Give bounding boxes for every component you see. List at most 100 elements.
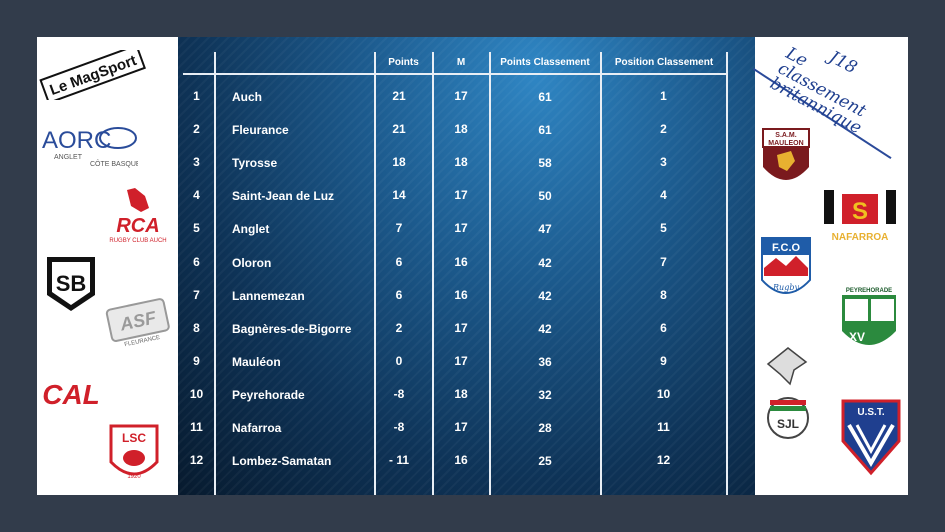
svg-text:S.A.M.: S.A.M. [775,132,796,139]
team-name-cell: Lombez-Samatan [232,454,332,468]
sjl-logo: SJL [760,344,816,442]
position-classement-cell: 9 [660,354,667,368]
column-divider [489,52,491,495]
table-row: 9 Mauléon 0 17 36 9 [178,353,755,369]
table-row: 5 Anglet 7 17 47 5 [178,220,755,236]
header-position-classement: Position Classement [614,57,714,68]
team-name-cell: Tyrosse [232,156,278,170]
table-row: 7 Lannemezan 6 16 42 8 [178,287,755,303]
table-row: 1 Auch 21 17 61 1 [178,88,755,104]
ust-logo: U.S.T. [841,397,901,477]
position-classement-cell: 11 [657,420,670,434]
rank-cell: 6 [193,255,200,269]
rank-cell: 5 [193,221,200,235]
header-underline [183,73,728,75]
svg-text:RCA: RCA [116,215,159,237]
aorc-logo: AORC ANGLET CÔTE BASQUE [40,124,141,170]
svg-text:RUGBY CLUB AUCH: RUGBY CLUB AUCH [109,238,166,244]
points-classement-cell: 50 [538,189,552,203]
asf-logo: ASF FLEURANCE [103,294,173,348]
points-classement-cell: 47 [538,222,552,236]
points-classement-cell: 36 [538,355,552,369]
lsc-logo: LSC 1920 [107,424,161,484]
matches-cell: 16 [454,288,468,302]
matches-cell: 16 [454,255,468,269]
svg-text:U.S.T.: U.S.T. [857,407,884,418]
points-classement-cell: 61 [538,90,552,104]
points-cell: 21 [392,89,406,103]
column-divider [726,52,728,495]
table-row: 3 Tyrosse 18 18 58 3 [178,154,755,170]
points-cell: 14 [392,188,406,202]
team-name-cell: Nafarroa [232,421,282,435]
header-points: Points [388,57,419,68]
position-classement-cell: 5 [660,221,667,235]
points-cell: 2 [395,321,403,335]
rank-cell: 3 [193,155,200,169]
standings-board: Points M Points Classement Position Clas… [178,37,755,495]
svg-text:Rugby: Rugby [772,283,799,292]
column-divider [432,52,434,495]
matches-cell: 18 [454,122,468,136]
position-classement-cell: 4 [660,188,667,202]
team-name-cell: Oloron [232,256,272,270]
position-classement-cell: 12 [656,453,671,467]
team-name-cell: Mauléon [232,355,281,369]
rank-cell: 8 [193,321,200,335]
matches-cell: 16 [454,453,468,467]
svg-text:NAFARROA: NAFARROA [832,232,889,243]
svg-text:LSC: LSC [122,431,146,445]
points-cell: - 11 [388,453,409,467]
team-name-cell: Peyrehorade [232,388,305,402]
matches-cell: 18 [454,155,468,169]
rank-cell: 1 [193,89,200,103]
points-cell: 6 [395,288,403,302]
position-classement-cell: 6 [660,321,667,335]
matches-cell: 17 [454,420,468,434]
matches-cell: 17 [454,89,468,103]
column-divider [214,52,216,495]
matches-cell: 17 [454,321,468,335]
points-classement-cell: 25 [538,454,552,468]
matches-cell: 17 [454,188,468,202]
team-name-cell: Auch [232,90,262,104]
team-name-cell: Saint-Jean de Luz [232,189,335,203]
svg-text:ANGLET: ANGLET [54,154,83,161]
le-magsport-logo: Le MagSport [38,44,148,105]
rca-logo: RCA RUGBY CLUB AUCH [105,186,171,244]
points-classement-cell: 32 [538,388,552,402]
team-name-cell: Lannemezan [232,289,305,303]
sam-mauleon-logo: S.A.M. MAULEON [761,127,811,191]
sb-logo: SB [43,255,99,313]
rank-cell: 7 [193,288,200,302]
svg-text:CAL: CAL [42,379,100,410]
cal-logo: CAL [37,372,107,412]
fco-logo: F.C.O Rugby [760,236,812,302]
svg-text:S: S [852,198,868,225]
column-divider [374,52,376,495]
svg-text:SB: SB [56,271,87,296]
team-name-cell: Fleurance [232,123,289,137]
svg-text:PEYREHORADE: PEYREHORADE [846,288,892,294]
points-classement-cell: 61 [538,123,552,137]
svg-text:CÔTE BASQUE: CÔTE BASQUE [90,159,138,168]
position-classement-cell: 1 [660,89,667,103]
points-cell: 0 [395,354,403,368]
position-classement-cell: 7 [660,255,667,269]
position-classement-cell: 8 [660,288,667,302]
rank-cell: 4 [193,188,200,202]
header-points-classement: Points Classement [500,57,590,68]
table-row: 2 Fleurance 21 18 61 2 [178,121,755,137]
points-cell: -8 [393,387,405,401]
points-cell: -8 [393,420,405,434]
points-classement-cell: 28 [538,421,552,435]
points-cell: 6 [395,255,403,269]
points-classement-cell: 42 [538,256,552,270]
rank-cell: 12 [189,453,204,467]
rank-cell: 9 [193,354,200,368]
svg-text:1920: 1920 [127,474,141,480]
points-cell: 7 [395,221,403,235]
svg-text:XV: XV [849,330,865,344]
table-row: 4 Saint-Jean de Luz 14 17 50 4 [178,187,755,203]
points-classement-cell: 42 [538,322,552,336]
